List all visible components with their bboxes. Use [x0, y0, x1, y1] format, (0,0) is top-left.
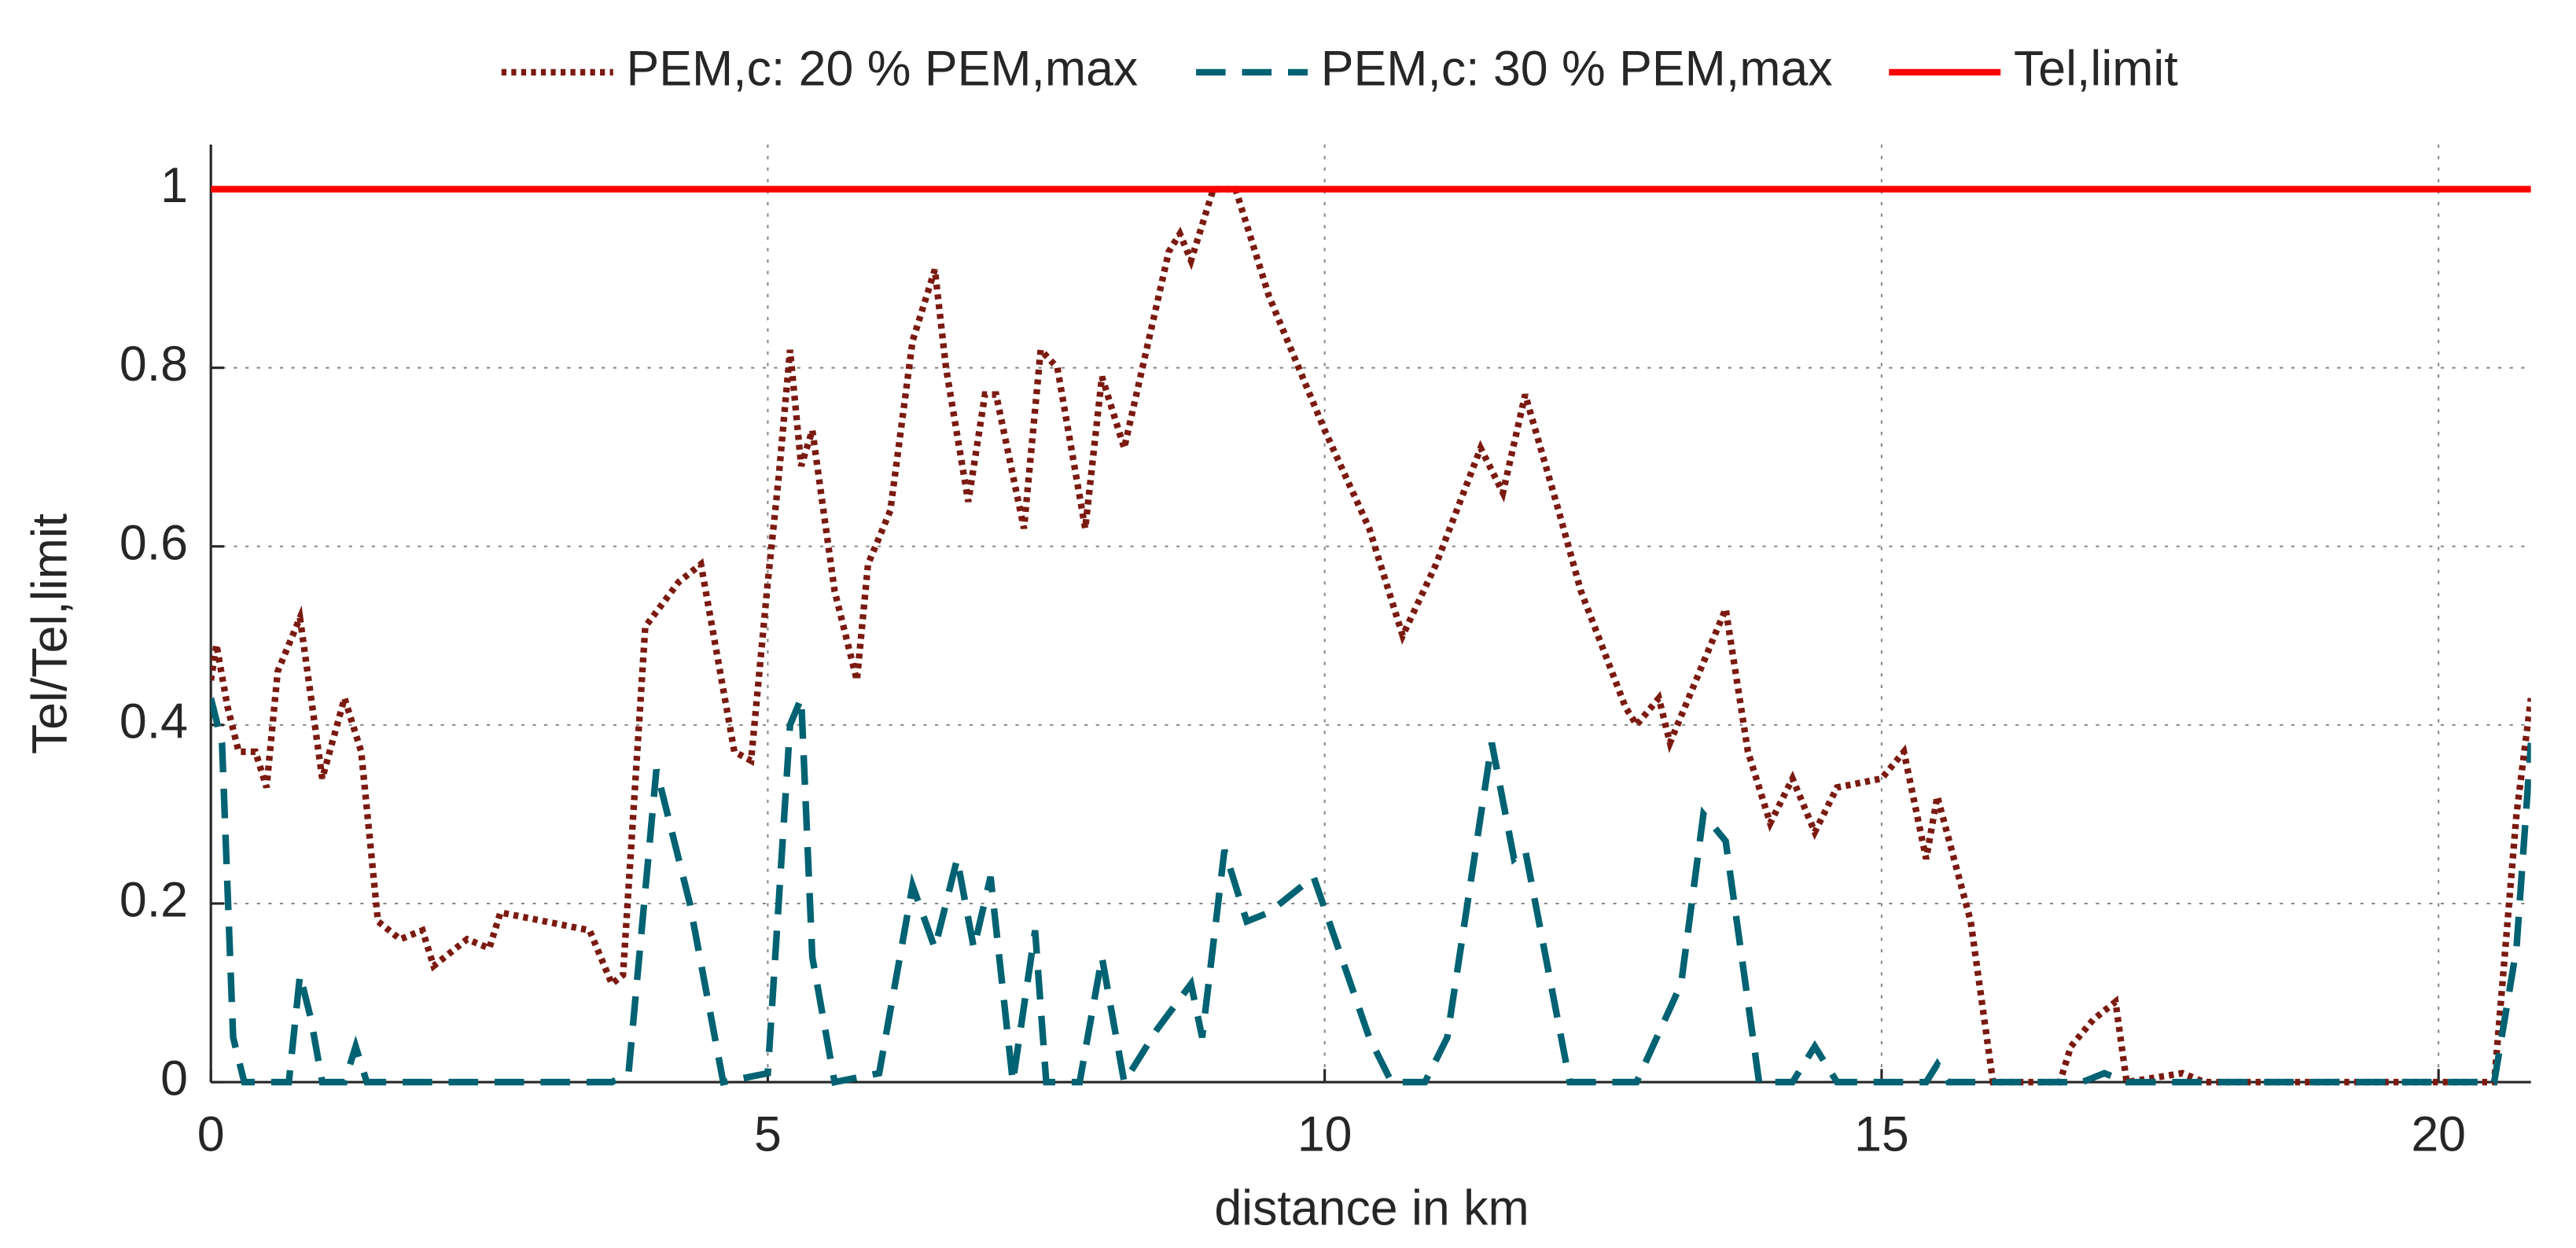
y-axis-label: Tel/Tel,limit	[22, 514, 77, 754]
y-tick-label: 0.8	[120, 337, 188, 392]
data-line	[211, 186, 2531, 1086]
legend-label: Tel,limit	[2014, 41, 2178, 96]
data-line	[211, 697, 2531, 1089]
x-tick-label: 10	[1297, 1107, 1352, 1162]
y-tick-label: 0.6	[120, 515, 188, 570]
legend-label: PEM,c: 30 % PEM,max	[1321, 41, 1833, 96]
x-tick-label: 5	[754, 1107, 782, 1162]
x-tick-label: 15	[1854, 1107, 1909, 1162]
y-tick-label: 0	[160, 1051, 188, 1106]
y-tick-label: 0.2	[120, 873, 188, 928]
y-tick-label: 0.4	[120, 694, 188, 749]
x-axis-label: distance in km	[1214, 1181, 1529, 1236]
y-tick-label: 1	[160, 158, 188, 213]
x-tick-label: 20	[2411, 1107, 2466, 1162]
legend-label: PEM,c: 20 % PEM,max	[626, 41, 1138, 96]
x-tick-label: 0	[197, 1107, 225, 1162]
